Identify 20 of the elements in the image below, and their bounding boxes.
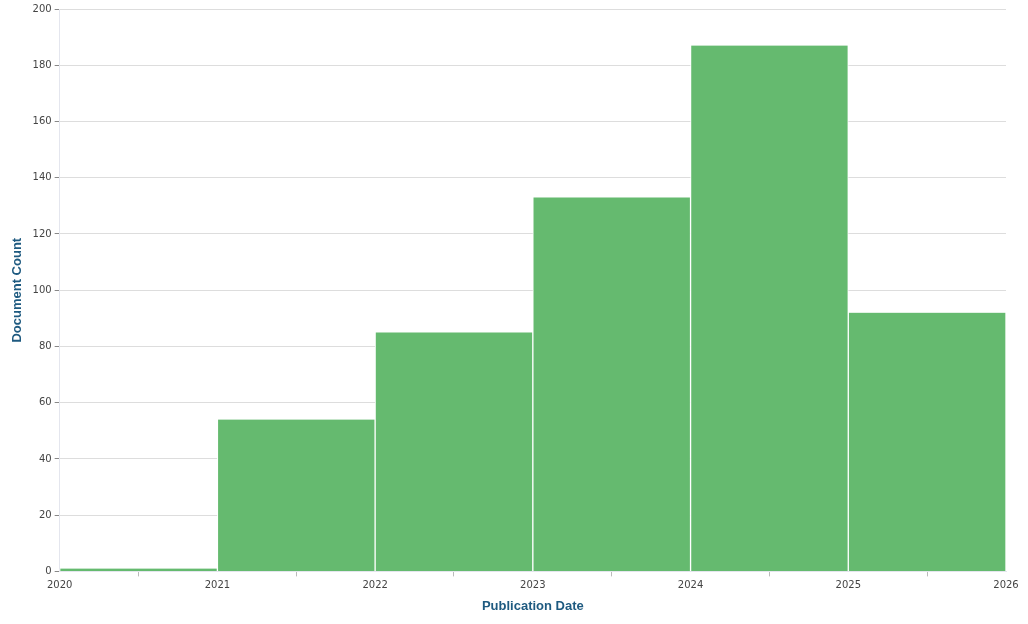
x-tick-label: 2022 (362, 578, 388, 590)
x-tick-label: 2024 (677, 578, 704, 590)
y-tick-label: 40 (38, 452, 52, 464)
y-tick-label: 20 (38, 508, 52, 520)
x-tick-label: 2025 (835, 578, 862, 590)
y-tick-label: 100 (32, 283, 52, 295)
y-tick-label: 140 (32, 171, 52, 183)
y-tick-label: 200 (32, 2, 52, 14)
x-tick-label: 2026 (993, 578, 1019, 590)
x-tick-label: 2021 (204, 578, 231, 590)
y-tick-label: 60 (38, 396, 52, 408)
y-tick-label: 0 (45, 564, 52, 576)
x-tick-label: 2020 (46, 578, 73, 590)
y-tick-label: 120 (32, 227, 52, 239)
y-tick-label: 180 (32, 58, 52, 70)
y-tick-label: 80 (38, 340, 52, 352)
x-axis-title: Publication Date (481, 597, 584, 613)
y-axis-title: Document Count (9, 237, 25, 343)
y-tick-label: 160 (32, 115, 52, 127)
x-tick-label: 2023 (520, 578, 546, 590)
